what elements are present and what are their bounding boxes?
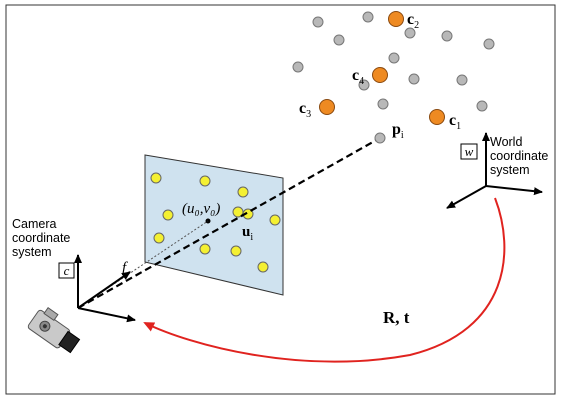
- control-points: [319, 11, 445, 125]
- control-point-c2: [388, 11, 404, 27]
- image-points: [150, 172, 281, 273]
- world-point: [333, 34, 345, 46]
- label-c1: c1: [449, 112, 461, 132]
- world-point: [456, 74, 468, 86]
- world-point: [292, 61, 304, 73]
- world-point: [362, 11, 374, 23]
- world-system-label: World coordinate system: [490, 135, 552, 177]
- image-point: [150, 172, 162, 184]
- image-point: [269, 214, 281, 226]
- transform-label: R, t: [383, 308, 410, 327]
- transform-arrow: [143, 197, 506, 363]
- image-point: [237, 186, 249, 198]
- control-point-labels: c2 c4 c3 c1: [299, 11, 461, 132]
- world-system-line-3: system: [490, 163, 530, 177]
- focal-label: f: [122, 260, 128, 276]
- image-point: [230, 245, 242, 257]
- figure-border: [5, 4, 556, 395]
- world-system-line-2: coordinate: [490, 149, 548, 163]
- world-point: [388, 52, 400, 64]
- camera-axis-label: c: [64, 263, 70, 278]
- world-point-pi: [374, 132, 386, 144]
- world-axis-box: [460, 143, 478, 160]
- image-point: [153, 232, 165, 244]
- label-c2: c2: [407, 11, 419, 31]
- world-point: [377, 98, 389, 110]
- world-axis-label: w: [465, 144, 474, 159]
- image-plane: [144, 154, 284, 296]
- camera-axes: [74, 254, 136, 323]
- world-point: [312, 16, 324, 28]
- world-axes: [446, 132, 543, 209]
- image-point-label: ui: [242, 224, 253, 243]
- world-point: [358, 79, 370, 91]
- world-point-label: pi: [392, 121, 404, 141]
- image-point: [162, 209, 174, 221]
- camera-system-line-2: coordinate: [12, 231, 70, 245]
- world-point: [408, 73, 420, 85]
- principal-point-label: (u₀,v₀): [182, 201, 220, 217]
- camera-icon: [27, 307, 81, 354]
- control-point-c4: [372, 67, 388, 83]
- camera-system-line-3: system: [12, 245, 52, 259]
- camera-system-label: Camera coordinate system: [12, 217, 74, 259]
- label-c4: c4: [352, 67, 364, 87]
- image-point: [199, 175, 211, 187]
- world-point: [476, 100, 488, 112]
- world-points: [292, 11, 495, 144]
- camera-axis-box: [58, 262, 75, 279]
- control-point-c3: [319, 99, 335, 115]
- image-point: [199, 243, 211, 255]
- world-point: [441, 30, 453, 42]
- camera-system-line-1: Camera: [12, 217, 57, 231]
- label-c3: c3: [299, 100, 311, 120]
- control-point-c1: [429, 109, 445, 125]
- world-point: [483, 38, 495, 50]
- image-point: [257, 261, 269, 273]
- world-system-line-1: World: [490, 135, 522, 149]
- world-point: [404, 27, 416, 39]
